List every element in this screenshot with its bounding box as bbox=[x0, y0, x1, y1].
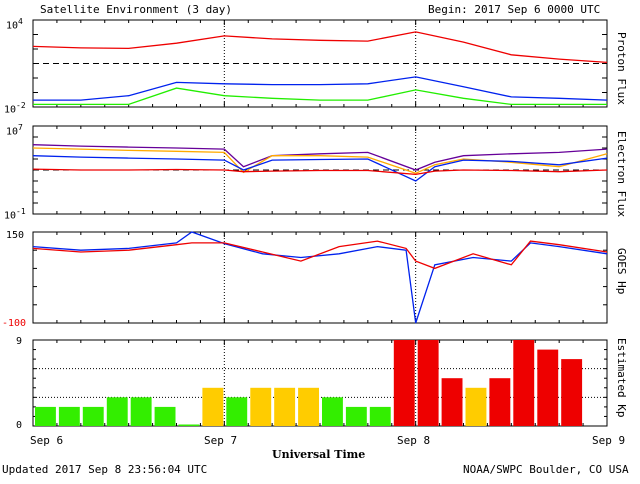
kp-bar bbox=[82, 406, 104, 426]
hp-series-blue bbox=[32, 231, 608, 324]
kp-bar bbox=[130, 397, 152, 426]
electron-series-blue bbox=[32, 155, 608, 182]
electron-ytick-bottom: 10-1 bbox=[4, 207, 26, 222]
hp-series-red bbox=[32, 240, 608, 270]
electron-ytick-top: 107 bbox=[6, 123, 23, 138]
kp-ytick-top: 9 bbox=[16, 336, 23, 347]
kp-bar bbox=[58, 406, 80, 426]
kp-bar bbox=[441, 378, 463, 426]
hp-ylabel: GOES Hp bbox=[615, 248, 628, 295]
kp-bar bbox=[178, 424, 200, 426]
plot-title: Satellite Environment (3 day) bbox=[40, 3, 233, 16]
kp-bar bbox=[489, 378, 511, 426]
proton-series-red bbox=[32, 31, 608, 64]
proton-series-blue bbox=[33, 76, 608, 101]
kp-bar bbox=[298, 387, 319, 426]
electron-series-purple bbox=[32, 144, 608, 171]
kp-bar bbox=[106, 397, 128, 426]
updated-timestamp: Updated 2017 Sep 8 23:56:04 UTC bbox=[2, 463, 208, 476]
x-tick-sep7: Sep 7 bbox=[204, 434, 238, 447]
proton-series-green bbox=[33, 87, 607, 106]
kp-bar bbox=[202, 387, 224, 426]
kp-bar bbox=[154, 406, 176, 426]
x-tick-sep6: Sep 6 bbox=[30, 434, 64, 447]
begin-date: Begin: 2017 Sep 6 0000 UTC bbox=[428, 3, 601, 16]
hp-ytick-bottom: -100 bbox=[2, 318, 27, 329]
kp-bar bbox=[226, 397, 248, 426]
kp-bar bbox=[417, 340, 439, 426]
proton-ytick-top: 104 bbox=[6, 17, 23, 32]
data-source: NOAA/SWPC Boulder, CO USA bbox=[463, 463, 629, 476]
proton-ytick-bottom: 10-2 bbox=[4, 101, 26, 116]
kp-bar bbox=[561, 359, 583, 426]
electron-series-red bbox=[32, 168, 608, 176]
x-tick-sep9: Sep 9 bbox=[592, 434, 626, 447]
kp-bar bbox=[393, 340, 415, 426]
panel-frame bbox=[32, 231, 608, 324]
kp-ylabel: Estimated Kp bbox=[615, 338, 628, 418]
kp-bar bbox=[250, 387, 272, 426]
kp-ytick-bottom: 0 bbox=[16, 420, 23, 431]
kp-bar bbox=[274, 387, 296, 426]
kp-bar bbox=[35, 406, 56, 426]
proton-ylabel: Proton Flux bbox=[615, 32, 628, 105]
electron-ylabel: Electron Flux bbox=[615, 131, 628, 218]
x-tick-sep8: Sep 8 bbox=[397, 434, 431, 447]
kp-bar bbox=[322, 397, 343, 426]
kp-bar bbox=[369, 406, 391, 426]
kp-bar bbox=[345, 406, 367, 426]
kp-bar bbox=[465, 387, 487, 426]
kp-bar bbox=[537, 349, 559, 426]
kp-bar bbox=[513, 340, 535, 426]
panel-frame bbox=[32, 19, 608, 108]
x-axis-label: Universal Time bbox=[272, 448, 366, 461]
hp-ytick-top: 150 bbox=[6, 230, 25, 241]
